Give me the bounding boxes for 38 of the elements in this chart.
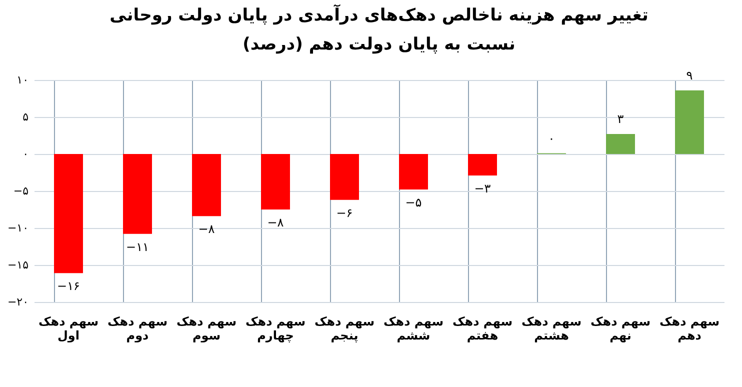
bar xyxy=(192,154,221,216)
x-tick-label: سهم دهک سوم xyxy=(176,314,237,342)
x-tick-label: سهم دهک دهم xyxy=(659,314,720,342)
y-tick-label: −۱۵ xyxy=(7,258,29,272)
bar xyxy=(54,154,83,274)
x-tick-label: سهم دهک ششم xyxy=(383,314,444,342)
bar xyxy=(675,90,704,154)
data-label: ۳ xyxy=(617,112,624,126)
y-tick-label: ۵ xyxy=(22,110,29,124)
data-label: −۵ xyxy=(405,196,422,210)
data-label: −۶ xyxy=(336,206,353,220)
bar xyxy=(261,154,290,210)
y-tick-label: −۲۰ xyxy=(7,296,28,308)
y-tick-label: −۱۰ xyxy=(7,222,28,234)
bar xyxy=(399,154,428,190)
chart-title: تغییر سهم هزینه ناخالص دهک‌های درآمدی در پایان دولت روحانی xyxy=(110,3,648,26)
x-tick-label: سهم دهک دوم xyxy=(107,314,168,342)
data-label: −۳ xyxy=(474,181,492,196)
bar xyxy=(330,154,359,200)
data-label: ۰ xyxy=(548,131,555,146)
chart-subtitle: نسبت به پایان دولت دهم (درصد) xyxy=(242,34,516,54)
bar xyxy=(468,154,497,176)
data-label: −۱۶ xyxy=(57,279,80,294)
x-tick-label: سهم دهک هفتم xyxy=(452,314,513,342)
y-tick-label: ۱۰ xyxy=(16,74,28,86)
y-tick-label: −۵ xyxy=(13,184,29,198)
data-label: ۹ xyxy=(686,68,693,82)
data-label: −۸ xyxy=(198,222,216,236)
x-tick-label: سهم دهک پنجم xyxy=(314,314,375,342)
x-tick-label: سهم دهک نهم xyxy=(590,314,651,342)
y-tick-label: ۰ xyxy=(22,148,28,160)
data-label: −۱۱ xyxy=(126,240,149,254)
x-tick-label: سهم دهک هشتم xyxy=(521,314,582,342)
data-label: −۸ xyxy=(267,216,284,230)
x-tick-label: سهم دهک چهارم xyxy=(245,314,306,342)
x-tick-label: سهم دهک اول xyxy=(38,314,99,342)
bar xyxy=(123,154,152,234)
bar xyxy=(606,134,635,154)
